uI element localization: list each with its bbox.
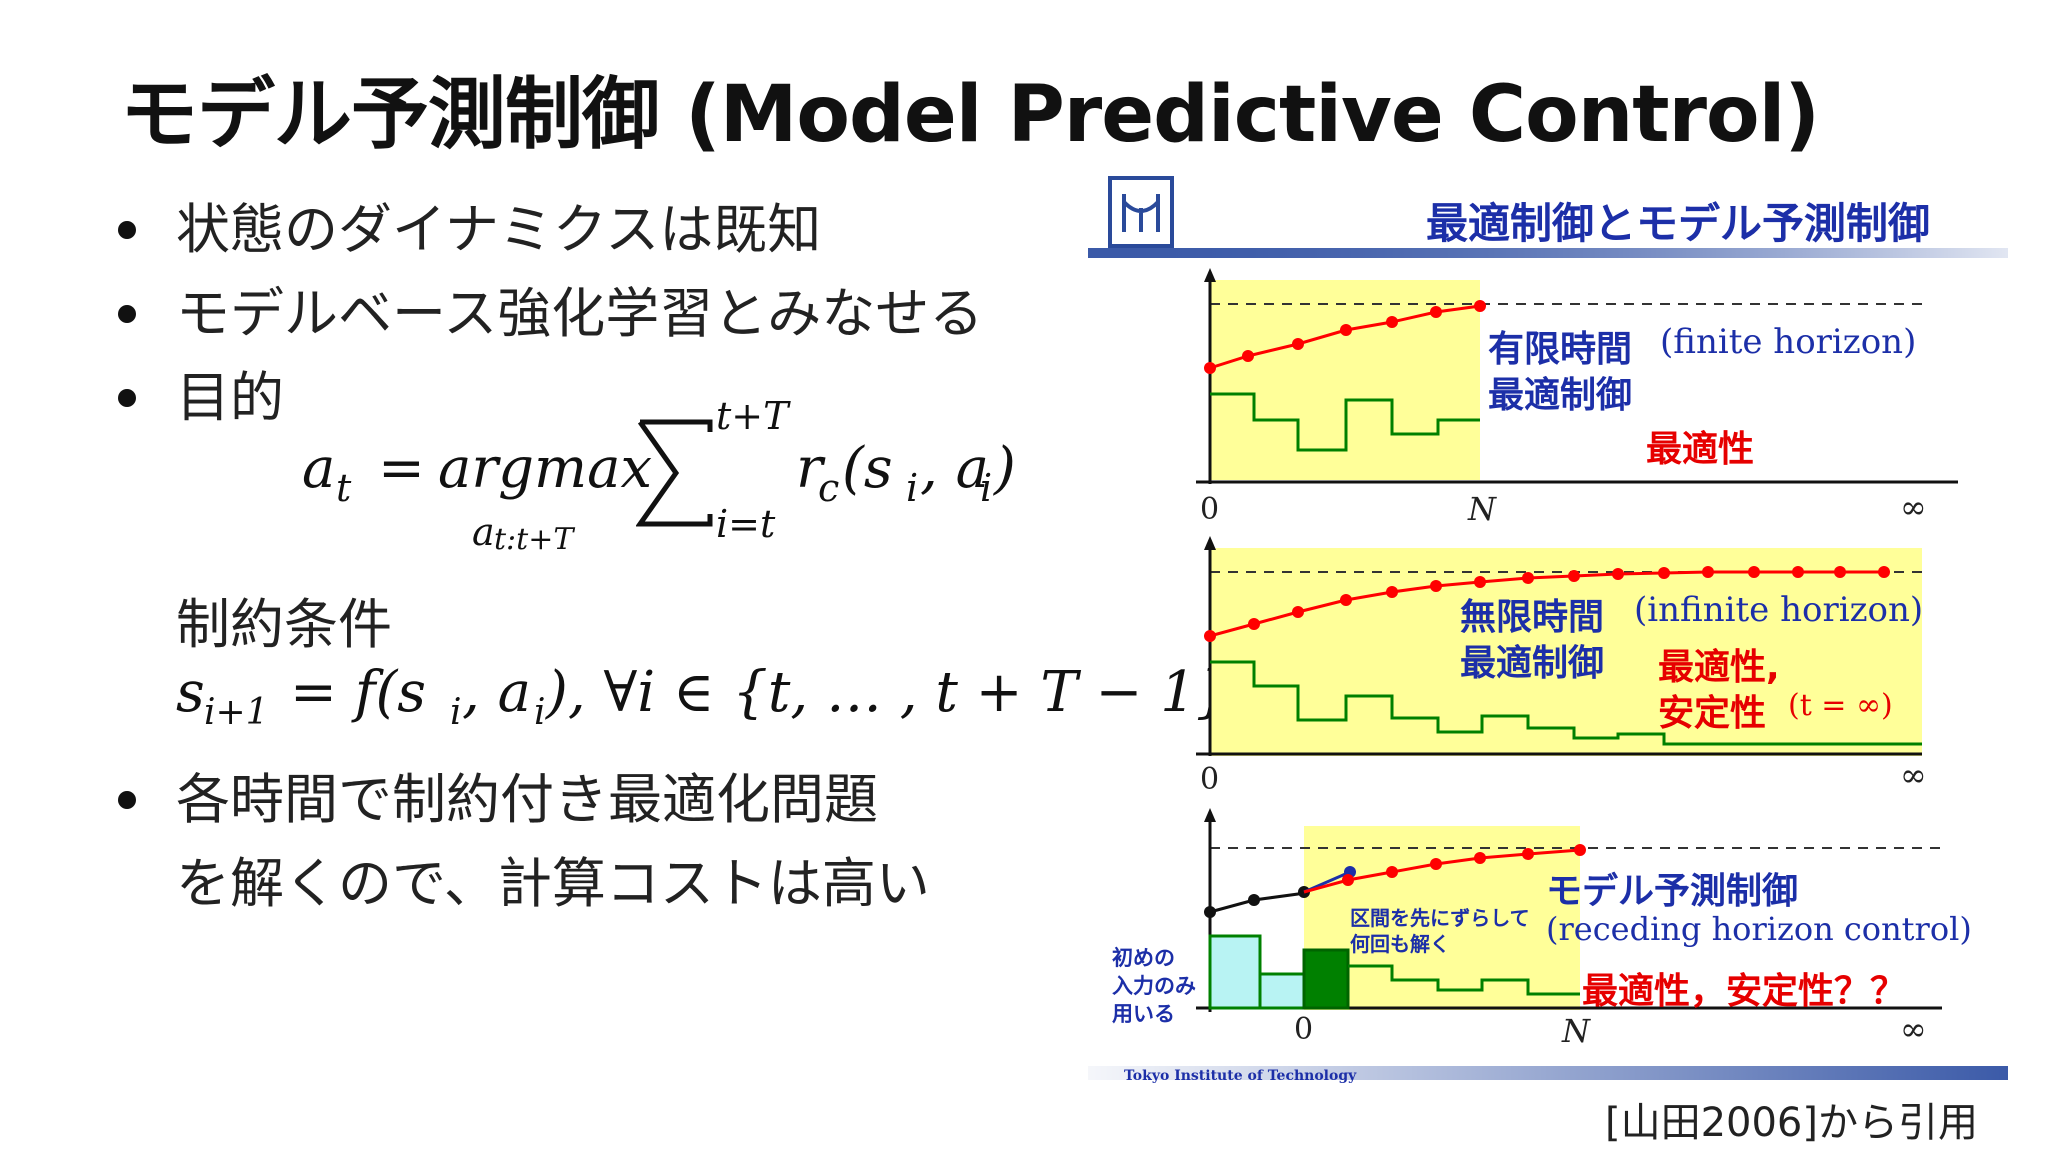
bullet-text: 目的	[176, 366, 284, 429]
p2-property-1: 最適性,	[1658, 647, 1780, 688]
p3-past-points	[1204, 886, 1310, 918]
p3-x-end: N	[1562, 1012, 1590, 1050]
citation: [山田2006]から引用	[1604, 1100, 1978, 1146]
summation-sign-icon	[636, 419, 713, 527]
bullet-text: を解くので、計算コストは高い	[176, 852, 930, 915]
p3-past-input-2	[1258, 972, 1306, 1010]
figure-header-title: 最適制御とモデル予測制御	[1426, 199, 1931, 248]
con-s-sub: i+1	[204, 692, 269, 733]
eq-lhs: a	[302, 436, 336, 501]
eq-argmax-sub-range: t:t+T	[494, 522, 574, 557]
con-sub-i1: i	[450, 692, 462, 733]
footer-bar-fade	[1088, 1066, 2008, 1080]
bullet-text: 各時間で制約付き最適化問題	[176, 768, 878, 831]
p1-property: 最適性	[1646, 429, 1755, 470]
p2-property-2: 安定性	[1658, 693, 1767, 734]
eq-args-mid: , a	[920, 436, 989, 501]
bullet-continuation: を解くので、計算コストは高い	[176, 842, 930, 926]
eq-lhs-sub: t	[336, 466, 352, 510]
eq-args-close: )	[994, 436, 1016, 501]
p3-horizon-band	[1304, 826, 1580, 1010]
p2-label-1-en: (infinite horizon)	[1634, 590, 1924, 630]
p1-x-start: 0	[1200, 492, 1220, 527]
p1-label-1-en: (finite horizon)	[1660, 322, 1917, 362]
bullet-dot-icon	[118, 791, 136, 809]
eq-sum-bottom: i=t	[716, 502, 776, 546]
p2-label-1: 無限時間	[1460, 597, 1605, 638]
footer-institution: Tokyo Institute of Technology	[1124, 1068, 1357, 1084]
p3-side-note-1: 初めの	[1112, 946, 1175, 970]
eq-argmax-sub: a	[472, 510, 495, 554]
con-rest3: ), ∀i ∈ {t, … , t + T − 1}	[546, 660, 1232, 725]
p2-x-start: 0	[1200, 762, 1220, 797]
eq-args-sub2: i	[980, 466, 993, 510]
p2-x-infinity: ∞	[1900, 756, 1927, 794]
p2-y-arrow-icon	[1204, 536, 1216, 550]
eq-args-open: (s	[842, 436, 893, 501]
p2-input-sequence	[1210, 660, 1922, 746]
p1-x-end: N	[1468, 490, 1496, 528]
eq-argmax: argmax	[438, 436, 653, 501]
eq-reward: r	[796, 436, 823, 501]
bullet-dot-icon	[118, 305, 136, 323]
p3-predicted-points	[1342, 844, 1586, 886]
p3-planned-input-sequence	[1348, 964, 1580, 996]
p2-label-2: 最適制御	[1460, 643, 1605, 684]
p3-y-arrow-icon	[1204, 808, 1216, 822]
eq-reward-sub: c	[818, 466, 840, 510]
bullet-text: 状態のダイナミクスは既知	[176, 198, 822, 261]
p1-x-infinity: ∞	[1900, 488, 1927, 526]
con-s: s	[176, 660, 205, 725]
p3-x-infinity: ∞	[1900, 1010, 1927, 1048]
bullet-dot-icon	[118, 221, 136, 239]
p1-label-2: 最適制御	[1488, 375, 1633, 416]
eq-sum-top: t+T	[716, 394, 789, 438]
institute-logo-mark	[1122, 194, 1160, 232]
p2-state-points	[1204, 566, 1890, 642]
p3-note-1: 区間を先にずらして	[1350, 906, 1530, 930]
bullet-text: モデルベース強化学習とみなせる	[176, 282, 984, 345]
constraint-label: 制約条件	[176, 593, 392, 656]
mpc-figure: 最適制御とモデル予測制御 有限時間 (finite horizon) 最適制御 …	[1088, 172, 2008, 1092]
p2-property-2-note: (t = ∞)	[1788, 688, 1893, 723]
eq-equals: =	[378, 436, 425, 501]
p3-label-1-en: (receding horizon control)	[1546, 910, 1972, 948]
p3-applied-input	[1302, 948, 1350, 1010]
con-sub-i2: i	[534, 692, 546, 733]
p3-label-1: モデル予測制御	[1546, 871, 1799, 912]
p3-property: 最適性，安定性？？	[1582, 971, 1907, 1012]
p3-side-note-3: 用いる	[1112, 1002, 1175, 1026]
p3-note-2: 何回も解く	[1350, 932, 1450, 956]
p1-state-points	[1204, 300, 1486, 374]
p3-side-note-2: 入力のみ	[1112, 974, 1196, 998]
con-rest1: = f(s	[290, 660, 427, 725]
p3-past-input-1	[1208, 934, 1262, 1010]
eq-args-sub1: i	[906, 466, 919, 510]
p2-state-trajectory	[1209, 570, 1884, 638]
header-bar-fade	[1088, 248, 2008, 258]
p1-input-sequence	[1210, 392, 1480, 452]
p3-x-start: 0	[1294, 1012, 1314, 1047]
p1-label-1: 有限時間	[1488, 329, 1633, 370]
slide-title: モデル予測制御 (Model Predictive Control)	[120, 70, 1820, 160]
con-rest2: , a	[462, 660, 531, 725]
bullet-dot-icon	[118, 389, 136, 407]
mpc-figure-graphics	[1088, 176, 2008, 1080]
p1-y-arrow-icon	[1204, 268, 1216, 282]
